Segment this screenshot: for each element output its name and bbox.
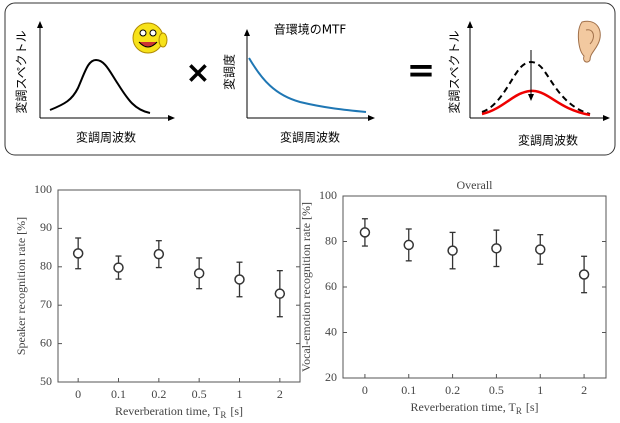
- plot-frame: [342, 195, 607, 379]
- y-tick-label: 70: [40, 297, 52, 311]
- x-tick-label: 1: [537, 383, 543, 397]
- marker: [578, 269, 590, 280]
- chart-title: Overall: [457, 178, 494, 192]
- x-tick-label: 0.5: [489, 383, 504, 397]
- y-tick-label: 100: [319, 188, 337, 202]
- x-label-unit: [s]: [526, 400, 539, 414]
- x-tick-label: 0.2: [445, 383, 460, 397]
- marker: [234, 274, 245, 285]
- x-label: 変調周波数: [76, 130, 136, 145]
- marker: [113, 262, 124, 273]
- y-label: Speaker recognition rate [%]: [14, 217, 28, 355]
- y-tick-label: 20: [325, 370, 337, 384]
- x-label: Reverberation time, TR [s]: [115, 404, 243, 420]
- marker: [72, 248, 84, 259]
- x-tick-label: 0.2: [151, 387, 166, 401]
- marker: [535, 244, 546, 255]
- curve: [248, 57, 367, 113]
- x-label-unit: [s]: [230, 404, 243, 418]
- marker: [447, 245, 458, 256]
- smiley-icon: [132, 22, 168, 54]
- marker: [153, 248, 165, 260]
- marker: [274, 288, 286, 299]
- ear-icon: [577, 20, 601, 63]
- y-label: 変調スペクトル: [447, 30, 462, 113]
- y-label: 変調スペクトル: [14, 30, 29, 113]
- x-label-sub: R: [516, 406, 522, 416]
- x-label: Reverberation time, TR [s]: [410, 400, 538, 416]
- diagram: 変調スペクトル 変調周波数 × 音環境のMTF 変調度 変調周波数 = 変調スペ…: [4, 2, 616, 156]
- y-tick-label: 60: [40, 335, 52, 349]
- marker: [491, 243, 502, 254]
- x-label-sub: R: [220, 410, 226, 420]
- x-tick-label: 2: [277, 387, 283, 401]
- operator: =: [407, 51, 436, 91]
- y-tick-label: 100: [34, 182, 52, 196]
- x-tick-label: 2: [581, 383, 587, 397]
- y-tick-label: 40: [325, 324, 337, 338]
- y-label: Vocal-emotion recognition rate [%]: [299, 202, 313, 372]
- x-tick-label: 0: [75, 387, 81, 401]
- marker: [359, 227, 371, 238]
- panel-title: 音環境のMTF: [274, 22, 347, 37]
- y-tick-label: 80: [40, 259, 52, 273]
- curve: [481, 89, 591, 117]
- marker: [193, 268, 205, 279]
- plot-frame: [57, 189, 301, 383]
- x-tick-label: 0: [362, 383, 368, 397]
- x-tick-label: 0.1: [111, 387, 126, 401]
- y-tick-label: 60: [325, 279, 337, 293]
- x-label: 変調周波数: [518, 133, 578, 148]
- x-label-text: Reverberation time, T: [115, 404, 221, 418]
- y-tick-label: 80: [325, 233, 337, 247]
- x-label-text: Reverberation time, T: [410, 400, 516, 414]
- x-tick-label: 1: [237, 387, 243, 401]
- y-tick-label: 90: [40, 220, 52, 234]
- marker: [403, 239, 414, 251]
- charts: 50 60 70 80 90 100 0 0.1 0.2 0.5 1 2 Reverberation t…: [14, 178, 607, 420]
- curve: [49, 58, 151, 114]
- curve: [481, 61, 591, 115]
- y-tick-label: 50: [40, 374, 52, 388]
- x-label: 変調周波数: [280, 130, 340, 145]
- operator: ×: [185, 56, 210, 91]
- x-tick-label: 0.1: [401, 383, 416, 397]
- y-label: 変調度: [222, 54, 237, 90]
- x-tick-label: 0.5: [192, 387, 207, 401]
